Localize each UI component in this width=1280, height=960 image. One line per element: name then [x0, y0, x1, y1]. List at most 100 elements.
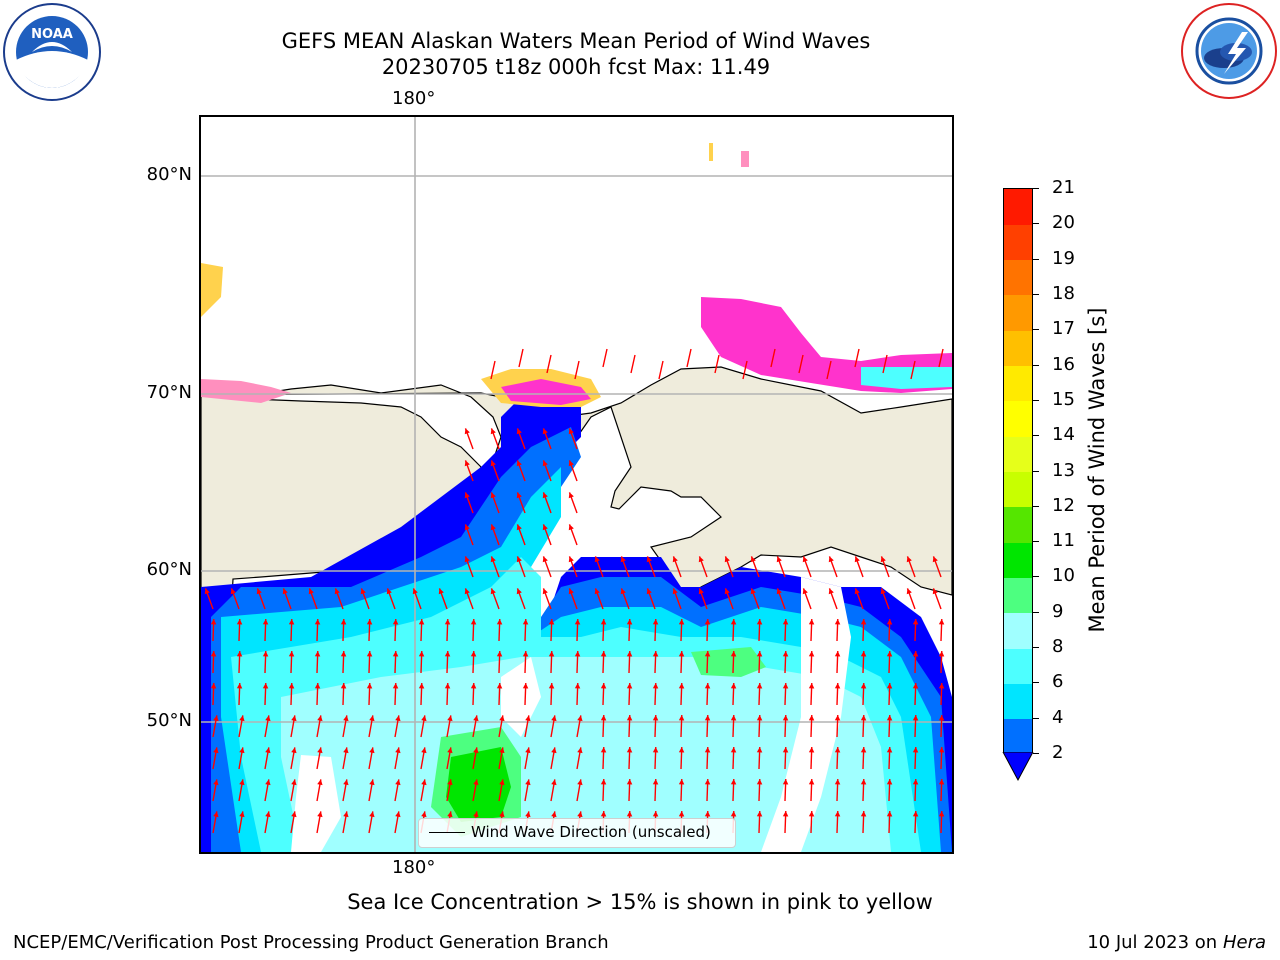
wind-arrow-head: [802, 556, 808, 563]
wind-arrow-head: [808, 619, 815, 625]
wind-arrow-head: [938, 811, 945, 817]
wind-arrow-head: [828, 556, 834, 563]
wind-arrow-head: [447, 779, 453, 786]
wind-arrow-head: [834, 811, 841, 817]
wind-arrow-head: [600, 619, 607, 625]
wind-arrow-head: [782, 779, 789, 785]
wind-arrow-head: [369, 779, 375, 786]
colorbar-tick-label: 17: [1052, 318, 1075, 340]
wind-arrow-head: [938, 651, 945, 657]
wind-arrow-head: [551, 811, 557, 818]
wind-arrow-head: [594, 588, 600, 595]
wind-arrow-head: [886, 683, 893, 689]
wind-arrow-head: [525, 779, 531, 786]
wind-arrow-head: [213, 811, 219, 818]
wind-arrow-head: [704, 683, 711, 689]
credit-organization: NCEP/EMC/Verification Post Processing Pr…: [13, 932, 609, 953]
wind-arrow-head: [522, 683, 529, 689]
colorbar-tick-mark: [1033, 541, 1039, 543]
wind-arrow-head: [210, 651, 217, 657]
wind-arrow-head: [782, 747, 789, 753]
colorbar-tick-mark: [1033, 576, 1039, 578]
colorbar-tick-mark: [1033, 223, 1039, 225]
colorbar-segment: [1004, 683, 1032, 720]
wind-arrow-head: [776, 556, 782, 563]
wind-arrow-head: [808, 747, 815, 753]
wind-arrow-head: [421, 747, 427, 754]
colorbar-tick-mark: [1033, 470, 1039, 472]
wind-arrow-head: [490, 428, 496, 435]
wind-arrow-head: [620, 588, 626, 595]
wind-arrow-head: [314, 619, 321, 625]
nodata-region-2: [501, 657, 541, 737]
wind-arrow-head: [906, 556, 912, 563]
wind-arrow-head: [568, 460, 574, 467]
wind-arrow-head: [548, 683, 555, 689]
wind-arrow-head: [551, 779, 557, 786]
wind-arrow-head: [574, 619, 581, 625]
wind-arrow-head: [568, 524, 574, 531]
wind-arrow-head: [317, 779, 323, 786]
wind-arrow-head: [860, 651, 867, 657]
wind-arrow-head: [542, 524, 548, 531]
nodata-region-1: [291, 755, 341, 852]
wind-arrow-head: [210, 683, 217, 689]
colorbar-segment: [1004, 365, 1032, 402]
wind-arrow-head: [678, 747, 685, 753]
colorbar-tick-label: 19: [1052, 247, 1075, 269]
wind-arrow-head: [236, 619, 243, 625]
colorbar-segment: [1004, 294, 1032, 331]
wind-arrow-head: [392, 619, 399, 625]
sea-ice-west-top: [201, 263, 223, 317]
wind-arrow-head: [464, 460, 470, 467]
wind-arrow-head: [652, 651, 659, 657]
wind-arrow-head: [808, 651, 815, 657]
wind-arrow-head: [730, 811, 737, 817]
colorbar-tick-label: 8: [1052, 636, 1064, 658]
graticule: [201, 117, 952, 852]
wind-arrow-head: [317, 747, 323, 754]
colorbar-tick-mark: [1033, 505, 1039, 507]
wind-arrow-head: [678, 651, 685, 657]
wind-arrow-head: [782, 811, 789, 817]
wind-arrow-head: [698, 556, 704, 563]
wind-arrow-head: [730, 715, 737, 721]
wind-arrow-head: [499, 747, 505, 754]
colorbar-segment: [1004, 471, 1032, 508]
wind-arrow-head: [678, 715, 685, 721]
wind-arrow-head: [600, 747, 607, 753]
colorbar-tick-label: 2: [1052, 742, 1064, 763]
credit-date-text: 10 Jul 2023 on: [1087, 932, 1218, 953]
colorbar-tick-mark: [1033, 293, 1039, 295]
credit-host: Hera: [1222, 932, 1266, 953]
colorbar-tick-label: 11: [1052, 530, 1075, 552]
wind-arrow-head: [291, 811, 297, 818]
wind-arrow-head: [730, 651, 737, 657]
wind-arrow-head: [652, 779, 659, 785]
wind-arrow-head: [678, 811, 685, 817]
wind-arrow-head: [860, 779, 867, 785]
wind-arrow-head: [542, 428, 548, 435]
wind-arrow-head: [577, 715, 583, 722]
wind-arrow-shaft: [658, 360, 664, 380]
wind-arrow-head: [516, 588, 522, 595]
wind-arrow-head: [756, 619, 763, 625]
wind-arrow-head: [470, 651, 477, 657]
wind-arrow-head: [265, 715, 271, 722]
wind-arrow-head: [314, 683, 321, 689]
wind-arrow-head: [548, 651, 555, 657]
nodata-region-3: [761, 577, 851, 852]
wind-arrow-head: [239, 779, 245, 786]
wind-arrow-head: [291, 779, 297, 786]
wind-arrow-head: [499, 811, 505, 818]
wind-arrow-head: [516, 492, 522, 499]
wind-arrow-head: [516, 460, 522, 467]
colorbar-tick-label: 4: [1052, 706, 1064, 728]
wind-arrow-head: [646, 588, 652, 595]
wind-arrow-head: [473, 747, 479, 754]
wind-arrow-head: [421, 811, 427, 818]
nws-logo: [1181, 3, 1277, 99]
wind-arrow-head: [652, 683, 659, 689]
wind-arrow-shaft: [742, 360, 748, 380]
legend-line-sample: [429, 832, 465, 833]
